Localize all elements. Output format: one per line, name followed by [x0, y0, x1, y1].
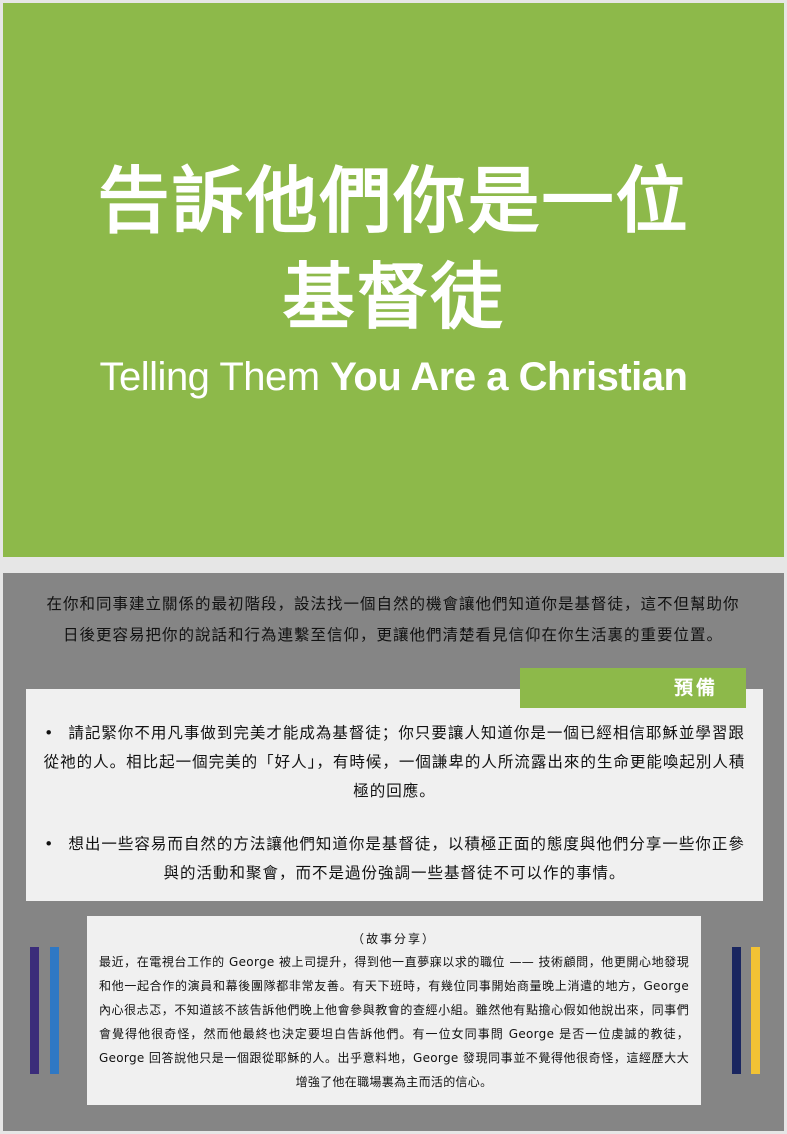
- story-box: （故事分享） 最近，在電視台工作的 George 被上司提升，得到他一直夢寐以求…: [87, 916, 701, 1105]
- english-title-regular: Telling Them: [99, 355, 321, 399]
- decorative-bar-navy: [732, 947, 741, 1074]
- preparation-item-text: 請記緊你不用凡事做到完美才能成為基督徒；你只要讓人知道你是一個已經相信耶穌並學習…: [43, 724, 746, 800]
- preparation-item: • 想出一些容易而自然的方法讓他們知道你是基督徒，以積極正面的態度與他們分享一些你…: [42, 830, 747, 888]
- story-text: 最近，在電視台工作的 George 被上司提升，得到他一直夢寐以求的職位 —— …: [99, 955, 689, 1089]
- bullet-marker: •: [44, 724, 55, 742]
- story-label: （故事分享）: [351, 932, 436, 946]
- decorative-bar-yellow: [751, 947, 760, 1074]
- preparation-item: • 請記緊你不用凡事做到完美才能成為基督徒；你只要讓人知道你是一個已經相信耶穌並學…: [42, 719, 747, 806]
- chinese-title: 告訴他們你是一位 基督徒: [3, 153, 784, 345]
- title-banner: 告訴他們你是一位 基督徒 Telling Them You Are a Chri…: [3, 3, 784, 557]
- english-title-bold: You Are a Christian: [330, 355, 688, 399]
- preparation-tab-label: 預備: [520, 668, 746, 708]
- preparation-item-text: 想出一些容易而自然的方法讓他們知道你是基督徒，以積極正面的態度與他們分享一些你正…: [68, 835, 745, 882]
- bullet-marker: •: [44, 835, 55, 853]
- chinese-title-line-1: 告訴他們你是一位: [97, 159, 690, 243]
- decorative-bar-blue: [50, 947, 59, 1074]
- english-title: Telling Them You Are a Christian: [3, 351, 784, 403]
- preparation-box: • 請記緊你不用凡事做到完美才能成為基督徒；你只要讓人知道你是一個已經相信耶穌並學…: [26, 689, 763, 901]
- chinese-title-line-2: 基督徒: [282, 255, 505, 339]
- intro-paragraph: 在你和同事建立關係的最初階段，設法找一個自然的機會讓他們知道你是基督徒，這不但幫…: [46, 595, 740, 644]
- content-panel: 在你和同事建立關係的最初階段，設法找一個自然的機會讓他們知道你是基督徒，這不但幫…: [3, 573, 784, 1131]
- decorative-bar-purple: [30, 947, 39, 1074]
